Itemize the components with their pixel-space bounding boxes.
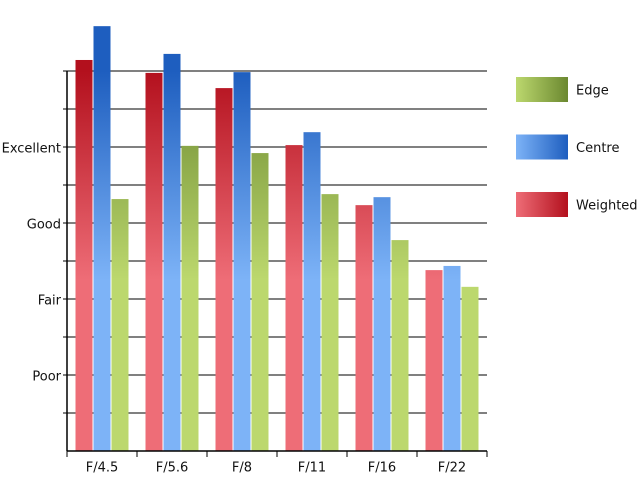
bar	[321, 194, 339, 451]
bar	[461, 286, 479, 451]
bar	[285, 145, 303, 451]
bar	[75, 59, 93, 451]
bar	[251, 153, 269, 451]
x-tick-label: F/4.5	[86, 461, 119, 476]
x-tick-label: F/8	[232, 461, 252, 476]
bar	[233, 72, 251, 451]
legend-label: Edge	[576, 84, 609, 99]
bar	[303, 132, 321, 451]
bar	[145, 72, 163, 452]
bar	[163, 53, 181, 452]
legend-swatch	[516, 192, 568, 217]
bar	[443, 265, 461, 451]
bar	[425, 270, 443, 451]
x-tick-label: F/11	[298, 461, 326, 476]
y-tick-label: Poor	[32, 370, 61, 385]
y-tick-label: Excellent	[2, 142, 61, 157]
bar	[355, 205, 373, 451]
bar	[181, 145, 199, 452]
bar	[215, 88, 233, 451]
x-tick-label: F/16	[368, 461, 396, 476]
bar	[391, 240, 409, 451]
x-tick-label: F/22	[438, 461, 466, 476]
x-tick-label: F/5.6	[156, 461, 189, 476]
bar	[373, 197, 391, 451]
bar	[111, 199, 129, 451]
legend-label: Weighted	[576, 199, 638, 214]
bar	[93, 26, 111, 451]
y-tick-label: Fair	[38, 294, 62, 309]
legend-swatch	[516, 77, 568, 102]
legend-swatch	[516, 134, 568, 160]
y-tick-label: Good	[27, 218, 61, 233]
legend-label: Centre	[576, 141, 619, 156]
